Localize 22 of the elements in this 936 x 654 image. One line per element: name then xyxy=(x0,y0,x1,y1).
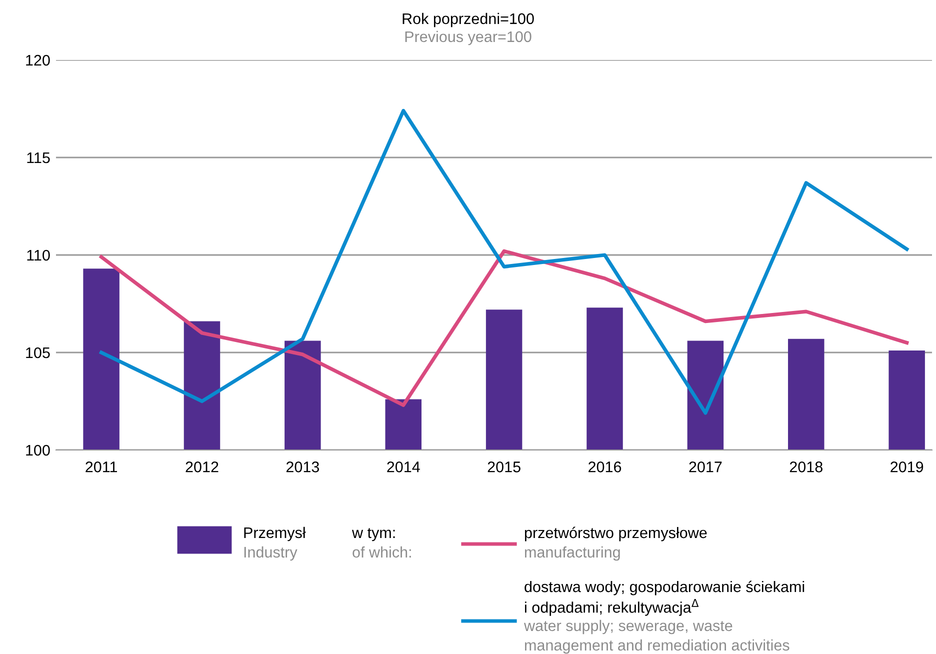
text: dostawa wody; gospodarowanie ściekami i odpadami; rekultywacja$^{Δ}$ water supply; sewerage, waste management and remediation activities xyxy=(524,580,804,654)
y-tick-label: 100 xyxy=(26,444,50,456)
legend-label: przetwórstwo przemysłowe manufacturing xyxy=(524,526,707,561)
x-tick-label: 2018 xyxy=(790,462,822,472)
legend-label: Przemysł Industry xyxy=(244,526,306,561)
x-tick-label: 2019 xyxy=(890,462,924,472)
line-series xyxy=(100,108,909,415)
x-tick-label: 2017 xyxy=(689,462,722,472)
x-tick-label: 2013 xyxy=(286,462,320,472)
x-tick-label: 2011 xyxy=(86,462,117,472)
y-tick-label: 105 xyxy=(26,347,50,358)
x-tick-label: 2014 xyxy=(387,462,420,472)
x-tick-label: 2015 xyxy=(488,462,520,472)
chart-subtitle: Previous year=100 xyxy=(405,30,532,46)
chart-title: Rok poprzedni=100 xyxy=(402,12,534,28)
text: w tym: of which: xyxy=(352,528,411,558)
x-tick-label: 2016 xyxy=(588,462,622,472)
x-tick-label: 2012 xyxy=(186,462,218,472)
line-series xyxy=(100,249,909,407)
y-tick-label: 110 xyxy=(27,250,50,261)
y-tick-label: 120 xyxy=(26,54,50,66)
y-tick-label: 115 xyxy=(27,152,50,164)
